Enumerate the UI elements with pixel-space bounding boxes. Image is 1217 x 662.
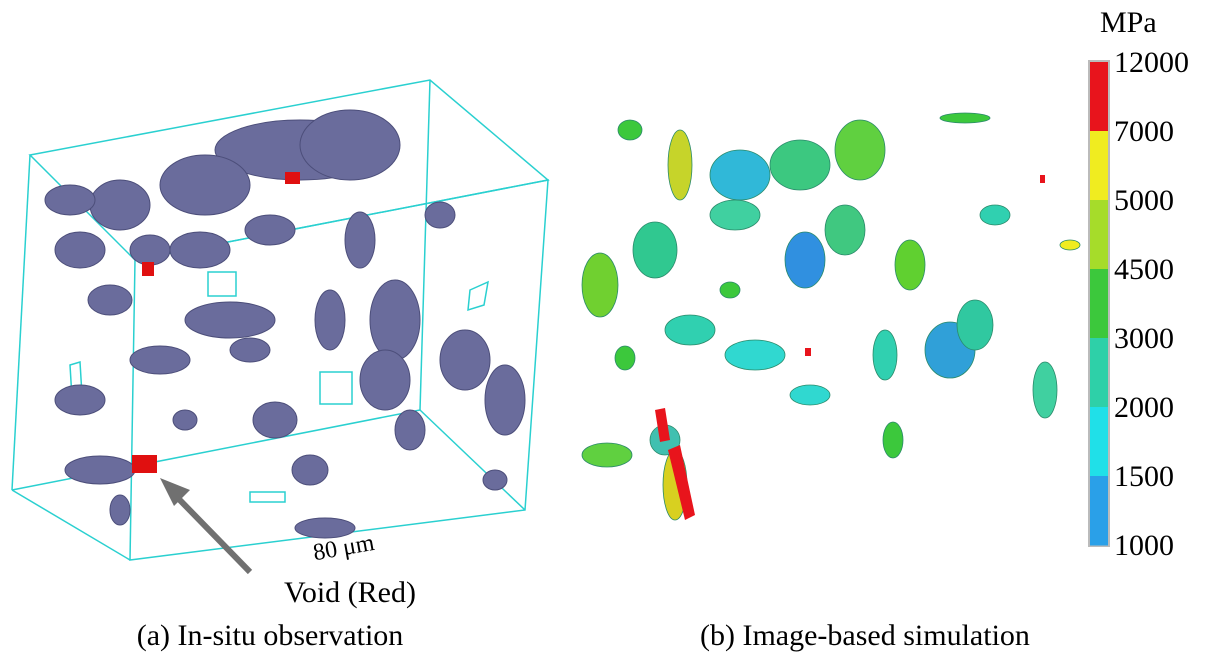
annotation: Void (Red) xyxy=(284,576,416,609)
colorbar-band xyxy=(1090,200,1108,270)
colorbar-band xyxy=(1090,407,1108,477)
colorbar: 12000 7000 5000 4500 3000 2000 1500 1000 xyxy=(1088,46,1189,562)
annotation-arrow xyxy=(169,489,253,575)
colorbar-band xyxy=(1090,131,1108,201)
colorbar-label: 12000 xyxy=(1114,46,1189,79)
caption: (b) Image-based simulation xyxy=(700,619,1030,652)
colorbar-label: 2000 xyxy=(1114,391,1174,424)
simulated-particles xyxy=(581,112,1081,521)
colorbar-label: 1000 xyxy=(1114,529,1174,562)
colorbar-band xyxy=(1090,269,1108,339)
colorbar-label: 7000 xyxy=(1114,115,1174,148)
arrow-head xyxy=(160,478,190,506)
colorbar-label: 1500 xyxy=(1114,460,1174,493)
colorbar-band xyxy=(1090,338,1108,408)
colorbar-band xyxy=(1090,62,1108,132)
colorbar-label: 5000 xyxy=(1114,184,1174,217)
colorbar-unit: MPa xyxy=(1100,6,1157,39)
colorbar-band xyxy=(1090,476,1108,546)
voids xyxy=(132,172,300,473)
colorbar-label: 3000 xyxy=(1114,322,1174,355)
caption: (a) In-situ observation xyxy=(137,619,404,652)
colorbar-label: 4500 xyxy=(1114,253,1174,286)
high-stress xyxy=(655,175,1045,520)
observed-particles xyxy=(44,109,526,539)
